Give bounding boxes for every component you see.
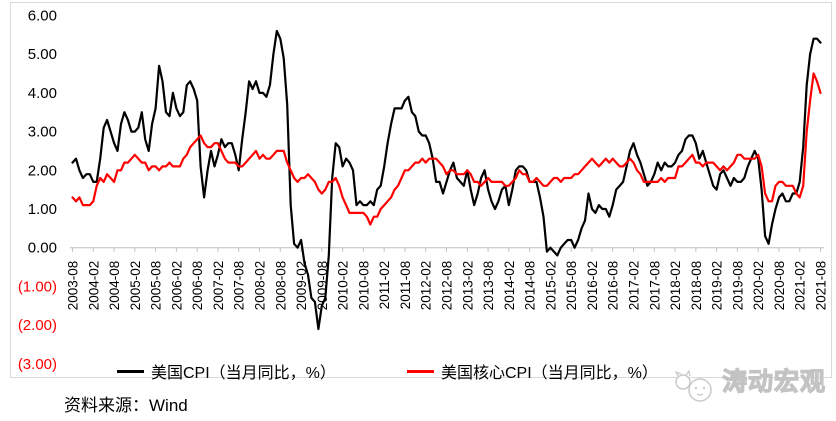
watermark: 涛动宏观 [672,366,826,406]
x-tick-label: 2012-02 [419,261,434,311]
x-tick-label: 2008-08 [273,261,288,311]
x-tick-label: 2017-08 [647,261,662,311]
chart-svg: 6.00 5.00 4.00 3.00 2.00 1.00 0.00 (1.00) (2.00)… [18,8,829,373]
x-tick-label: 2018-08 [689,261,704,311]
x-tick-label: 2006-08 [190,261,205,311]
y-tick-label: 5.00 [28,46,57,63]
x-tick-label: 2018-02 [668,261,683,311]
x-tick-label: 2013-02 [460,261,475,311]
chart-frame: 6.00 5.00 4.00 3.00 2.00 1.00 0.00 (1.00) (2.00)… [10,2,832,382]
x-tick-label: 2005-08 [149,261,164,311]
y-tick-label: (2.00) [18,317,57,334]
source-note: 资料来源：Wind [64,396,188,415]
x-tick-label: 2005-02 [128,261,143,311]
x-tick-label: 2009-02 [294,261,309,311]
us-core-cpi-line [71,72,822,226]
x-tick-label: 2020-08 [772,261,787,311]
us-cpi-legend-label: 美国CPI（当月同比，%） [151,365,336,382]
us-core-cpi-line-swatch [407,369,434,373]
x-tick-label: 2014-08 [523,261,538,311]
y-tick-label: 0.00 [28,240,57,257]
x-tick-label: 2010-08 [356,261,371,311]
us-cpi-line-swatch [117,369,144,373]
x-tick-label: 2007-02 [211,261,226,311]
x-tick-label: 2014-02 [502,261,517,311]
x-tick-label: 2017-02 [627,261,642,311]
y-tick-label: 6.00 [28,8,57,25]
us-cpi-line [71,29,822,331]
us-core-cpi-legend-label: 美国核心CPI（当月同比，%） [441,365,658,382]
x-tick-label: 2016-02 [585,261,600,311]
watermark-text: 涛动宏观 [721,367,827,396]
legend-item-us-cpi: 美国CPI（当月同比，%） [117,362,336,382]
x-axis-labels: 2003-08 2004-02 2004-08 2005-02 2005-08 2006-… [66,247,829,311]
x-tick-label: 2010-02 [336,261,351,311]
watermark-logo-icon [674,369,712,402]
x-tick-label: 2020-02 [751,261,766,311]
x-tick-label: 2021-02 [793,261,808,311]
y-tick-label: 3.00 [28,124,57,141]
x-tick-label: 2019-02 [710,261,725,311]
x-tick-label: 2015-08 [564,261,579,311]
y-tick-label: 4.00 [28,85,57,102]
x-tick-label: 2011-08 [398,261,413,310]
y-axis-labels: 6.00 5.00 4.00 3.00 2.00 1.00 0.00 (1.00) (2.00)… [18,8,57,373]
x-tick-label: 2011-02 [377,261,392,310]
y-tick-label: 2.00 [28,162,57,179]
x-tick-label: 2013-08 [481,261,496,311]
x-tick-label: 2004-02 [86,261,101,311]
x-tick-label: 2006-02 [169,261,184,311]
legend-item-us-core-cpi: 美国核心CPI（当月同比，%） [407,362,658,382]
y-tick-label: (1.00) [18,278,57,295]
x-tick-label: 2003-08 [66,261,81,311]
x-tick-label: 2012-08 [440,261,455,311]
x-tick-label: 2008-02 [253,261,268,311]
x-tick-label: 2004-08 [107,261,122,311]
y-tick-label: (3.00) [18,356,57,373]
x-tick-label: 2016-08 [606,261,621,311]
x-tick-label: 2007-08 [232,261,247,311]
y-tick-label: 1.00 [28,201,57,218]
x-tick-label: 2021-08 [814,261,829,311]
x-tick-label: 2015-02 [543,261,558,311]
x-tick-label: 2019-08 [730,261,745,311]
